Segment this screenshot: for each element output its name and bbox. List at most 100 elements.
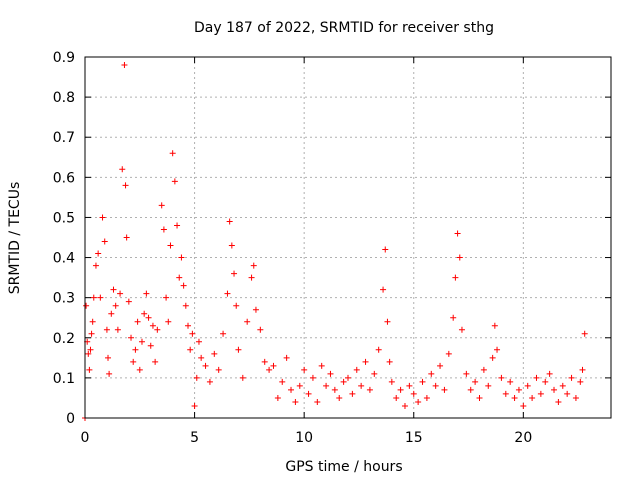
data-point xyxy=(581,330,588,337)
data-point xyxy=(130,358,137,365)
data-point xyxy=(502,390,509,397)
data-point xyxy=(358,382,365,389)
data-point xyxy=(185,322,192,329)
data-point xyxy=(415,398,422,405)
axis-ticks: 0 0.1 0.2 0.3 0.4 0.5 0.6 0.7 0.8 0.9 0 5 10 15 20 xyxy=(53,50,611,446)
data-point xyxy=(309,374,316,381)
data-point xyxy=(384,318,391,325)
data-point xyxy=(108,310,115,317)
data-point xyxy=(476,394,483,401)
data-point xyxy=(288,386,295,393)
plot-frame xyxy=(84,56,612,419)
y-tick-label: 0.9 xyxy=(53,50,75,66)
y-tick-label: 0.2 xyxy=(53,331,75,347)
data-point xyxy=(233,302,240,309)
data-point xyxy=(349,390,356,397)
y-tick-label: 0.3 xyxy=(53,291,75,307)
data-point xyxy=(206,378,213,385)
data-point xyxy=(401,402,408,409)
x-tick-label: 0 xyxy=(81,430,90,446)
data-point xyxy=(546,370,553,377)
data-point xyxy=(520,402,527,409)
data-point xyxy=(136,366,143,373)
data-point xyxy=(231,270,238,277)
data-point xyxy=(375,346,382,353)
data-point xyxy=(423,394,430,401)
data-point xyxy=(182,302,189,309)
data-point xyxy=(226,218,233,225)
data-point xyxy=(533,374,540,381)
data-point xyxy=(89,318,96,325)
data-point xyxy=(189,330,196,337)
data-point xyxy=(257,326,264,333)
data-point xyxy=(467,386,474,393)
data-point xyxy=(178,254,185,261)
data-point xyxy=(555,398,562,405)
x-tick-label: 10 xyxy=(295,430,313,446)
data-point xyxy=(252,306,259,313)
data-point xyxy=(410,390,417,397)
data-point xyxy=(92,262,99,269)
grid xyxy=(85,57,611,418)
data-point xyxy=(296,382,303,389)
data-point xyxy=(542,378,549,385)
data-point xyxy=(279,378,286,385)
data-point xyxy=(292,398,299,405)
data-point xyxy=(220,330,227,337)
data-point xyxy=(114,326,121,333)
data-point xyxy=(187,346,194,353)
data-point xyxy=(83,302,90,309)
data-point xyxy=(191,402,198,409)
data-point xyxy=(147,342,154,349)
data-point xyxy=(86,366,93,373)
data-point xyxy=(165,318,172,325)
data-point xyxy=(95,250,102,257)
data-point xyxy=(283,354,290,361)
data-point xyxy=(169,150,176,157)
data-point xyxy=(160,226,167,233)
data-point xyxy=(437,362,444,369)
data-point xyxy=(564,390,571,397)
data-point xyxy=(515,386,522,393)
data-point xyxy=(511,394,518,401)
data-point xyxy=(345,374,351,381)
data-point xyxy=(97,294,104,301)
x-tick-label: 20 xyxy=(514,430,532,446)
data-point xyxy=(138,338,145,345)
data-point xyxy=(366,386,373,393)
data-point xyxy=(331,386,338,393)
data-point xyxy=(112,302,119,309)
data-point xyxy=(119,166,126,173)
data-point xyxy=(239,374,246,381)
data-point xyxy=(174,222,181,229)
data-point xyxy=(90,294,97,301)
data-point xyxy=(121,62,128,69)
data-point xyxy=(123,234,130,241)
data-point xyxy=(163,294,170,301)
data-point xyxy=(485,382,492,389)
data-point xyxy=(158,202,165,209)
data-point xyxy=(248,274,255,281)
data-point xyxy=(105,354,112,361)
data-point xyxy=(87,346,94,353)
data-point xyxy=(452,274,459,281)
data-point xyxy=(579,366,586,373)
data-point xyxy=(551,386,558,393)
y-tick-label: 0.6 xyxy=(53,170,75,186)
data-points xyxy=(82,62,588,421)
data-point xyxy=(180,282,187,289)
data-point xyxy=(149,322,156,329)
data-point xyxy=(472,378,479,385)
data-point xyxy=(371,370,378,377)
y-tick-label: 0.4 xyxy=(53,251,75,267)
data-point xyxy=(393,394,400,401)
data-point xyxy=(261,358,268,365)
data-point xyxy=(143,290,150,297)
data-point xyxy=(103,326,110,333)
data-point xyxy=(419,378,426,385)
y-tick-label: 0.5 xyxy=(53,210,75,226)
data-point xyxy=(224,290,231,297)
data-point xyxy=(498,374,505,381)
data-point xyxy=(305,390,312,397)
